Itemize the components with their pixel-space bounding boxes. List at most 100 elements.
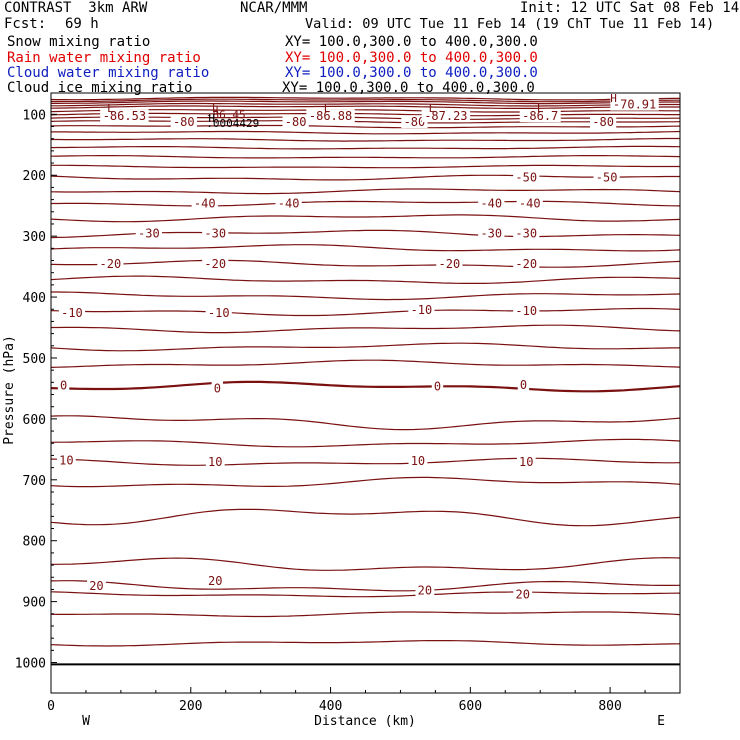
isotherm-line — [50, 120, 681, 124]
contour-label: -30 — [138, 227, 160, 241]
contour-label-bg — [421, 109, 471, 123]
extrema-label: L — [429, 102, 436, 115]
isotherm-line — [51, 137, 680, 142]
contour-label: -87.23 — [424, 109, 467, 123]
x-tick-label: 0 — [47, 699, 55, 714]
x-axis: 0 200 400 600 800 — [47, 687, 646, 714]
isotherm-line — [50, 508, 681, 527]
y-axis-label: Pressure (hPa) — [2, 335, 17, 445]
isotherm-line — [50, 155, 681, 159]
contour-label: -70.91 — [613, 98, 656, 112]
contour-label-bg — [517, 377, 530, 391]
contour-label: -40 — [519, 196, 541, 210]
header-fcst-value: 69 h — [65, 16, 99, 32]
contour-label-bg — [513, 587, 533, 601]
field-snow-name: Snow mixing ratio — [7, 34, 151, 50]
contour-label: -30 — [480, 227, 502, 241]
extrema-labels: L L L L LHL-86.45H.0004429 — [107, 92, 617, 130]
field-rain-name: Rain water mixing ratio — [7, 50, 201, 66]
plot-frame — [50, 92, 681, 694]
isotherm-line — [51, 98, 680, 103]
contour-label-bg — [516, 196, 543, 210]
isotherm-line — [50, 244, 681, 252]
contour-label: -80 — [404, 115, 426, 129]
contour-label-bg — [519, 109, 561, 123]
contour-labels: -86.53 -80 -80 -86.88 -80-87.23 -86.7 -80-70.9… — [56, 97, 659, 601]
isotherm-line — [50, 457, 681, 466]
extrema-label: L — [324, 102, 331, 115]
contour-label: -40 — [480, 196, 502, 210]
isotherm-line — [50, 96, 680, 101]
contour-label-bg — [205, 305, 232, 319]
contour-label-bg — [57, 378, 70, 392]
isotherm-line — [50, 415, 681, 431]
isotherm-line — [50, 640, 681, 647]
x-axis-label: Distance (km) — [314, 714, 416, 729]
contour-label-bg — [513, 170, 540, 184]
contour-label-bg — [170, 115, 197, 129]
isotherm-line — [51, 164, 680, 169]
x-tick-label: 400 — [319, 699, 342, 714]
contour-label: 0 — [214, 381, 221, 395]
contour-label: -20 — [439, 257, 461, 271]
isotherm-line — [51, 100, 680, 105]
contour-label: -80 — [592, 115, 614, 129]
contour-label: -30 — [204, 227, 226, 241]
contour-label-bg — [306, 109, 355, 123]
field-snow-xy: XY= 100.0,300.0 to 400.0,300.0 — [285, 34, 538, 50]
x-tick-label: 200 — [179, 699, 202, 714]
x-tick-label: 600 — [459, 699, 482, 714]
contour-label-bg — [610, 97, 659, 111]
direction-west: W — [82, 714, 90, 729]
isotherm-line — [51, 291, 681, 301]
header-init: Init: 12 UTC Sat 08 Feb 14 — [520, 0, 740, 16]
contour-label: -20 — [515, 257, 537, 271]
extrema-label: L — [215, 104, 222, 117]
isotherm-line — [50, 112, 680, 117]
contour-label: 20 — [418, 584, 432, 598]
isotherm-line — [50, 275, 681, 284]
contour-label: -10 — [61, 306, 83, 320]
isotherm-contours — [50, 96, 681, 666]
contour-label-bg — [436, 257, 463, 271]
contour-label: -30 — [515, 227, 537, 241]
contour-label-bg — [513, 226, 540, 240]
contour-label-bg — [97, 257, 124, 271]
y-tick-label: 900 — [23, 596, 46, 611]
contour-label-bg — [282, 115, 309, 129]
isotherm-line — [50, 174, 680, 181]
contour-label: -50 — [596, 171, 618, 185]
y-tick-label: 100 — [23, 108, 46, 123]
isotherm-line — [50, 438, 681, 448]
contour-label-bg — [513, 257, 540, 271]
isotherm-line — [50, 580, 681, 592]
extrema-label: L — [537, 102, 544, 115]
isotherm-line — [51, 102, 680, 107]
y-tick-label: 500 — [23, 352, 46, 367]
contour-label-bg — [408, 453, 428, 467]
contour-label: 0 — [60, 378, 67, 392]
contour-label: -50 — [515, 171, 537, 185]
field-cloud-ice-xy: XY= 100.0,300.0 to 400.0,300.0 — [282, 80, 535, 96]
contour-label: -40 — [278, 196, 300, 210]
extrema-label: -86.45 — [206, 108, 246, 121]
extrema-label: L — [212, 102, 219, 115]
contour-label: 10 — [411, 454, 425, 468]
contour-label-bg — [202, 226, 229, 240]
isotherm-line — [50, 380, 681, 393]
isotherm-line — [50, 124, 681, 129]
contour-label-bg — [205, 455, 225, 469]
contour-label: 10 — [208, 455, 222, 469]
extrema-label: L — [107, 102, 114, 115]
contour-label: -86.53 — [103, 109, 146, 123]
contour-label-bg — [516, 455, 536, 469]
isotherm-line — [50, 591, 681, 598]
contour-label-bg — [593, 170, 620, 184]
contour-label: -86.88 — [309, 109, 352, 123]
contour-label-bg — [478, 226, 505, 240]
contour-label: 10 — [59, 453, 73, 467]
y-tick-label: 600 — [23, 413, 46, 428]
y-tick-label: 400 — [23, 291, 46, 306]
y-tick-label: 300 — [23, 230, 46, 245]
contour-label: 20 — [208, 574, 222, 588]
